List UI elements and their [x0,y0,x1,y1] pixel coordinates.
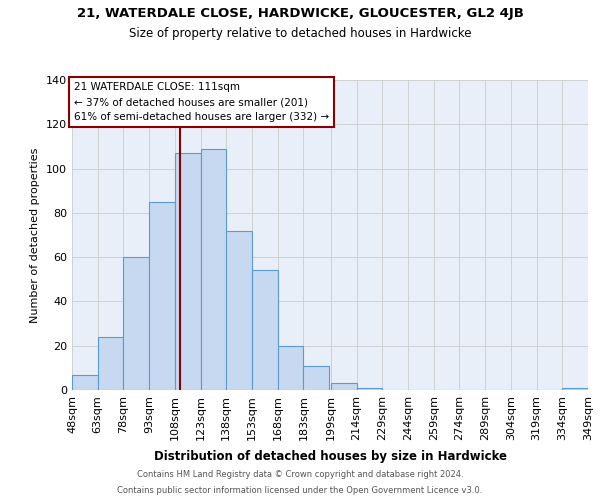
Bar [98,337,124,390]
Text: Distribution of detached houses by size in Hardwicke: Distribution of detached houses by size … [154,450,506,463]
Bar [149,202,175,390]
Bar [226,230,252,390]
Text: 21, WATERDALE CLOSE, HARDWICKE, GLOUCESTER, GL2 4JB: 21, WATERDALE CLOSE, HARDWICKE, GLOUCEST… [77,8,523,20]
Bar [304,366,329,390]
Bar [331,384,356,390]
Y-axis label: Number of detached properties: Number of detached properties [31,148,40,322]
Bar [356,388,382,390]
Bar [175,153,200,390]
Bar [278,346,304,390]
Bar [124,257,149,390]
Text: Size of property relative to detached houses in Hardwicke: Size of property relative to detached ho… [129,28,471,40]
Bar [562,388,588,390]
Text: 21 WATERDALE CLOSE: 111sqm
← 37% of detached houses are smaller (201)
61% of sem: 21 WATERDALE CLOSE: 111sqm ← 37% of deta… [74,82,329,122]
Text: Contains public sector information licensed under the Open Government Licence v3: Contains public sector information licen… [118,486,482,495]
Bar [200,148,226,390]
Text: Contains HM Land Registry data © Crown copyright and database right 2024.: Contains HM Land Registry data © Crown c… [137,470,463,479]
Bar [72,374,98,390]
Bar [252,270,278,390]
